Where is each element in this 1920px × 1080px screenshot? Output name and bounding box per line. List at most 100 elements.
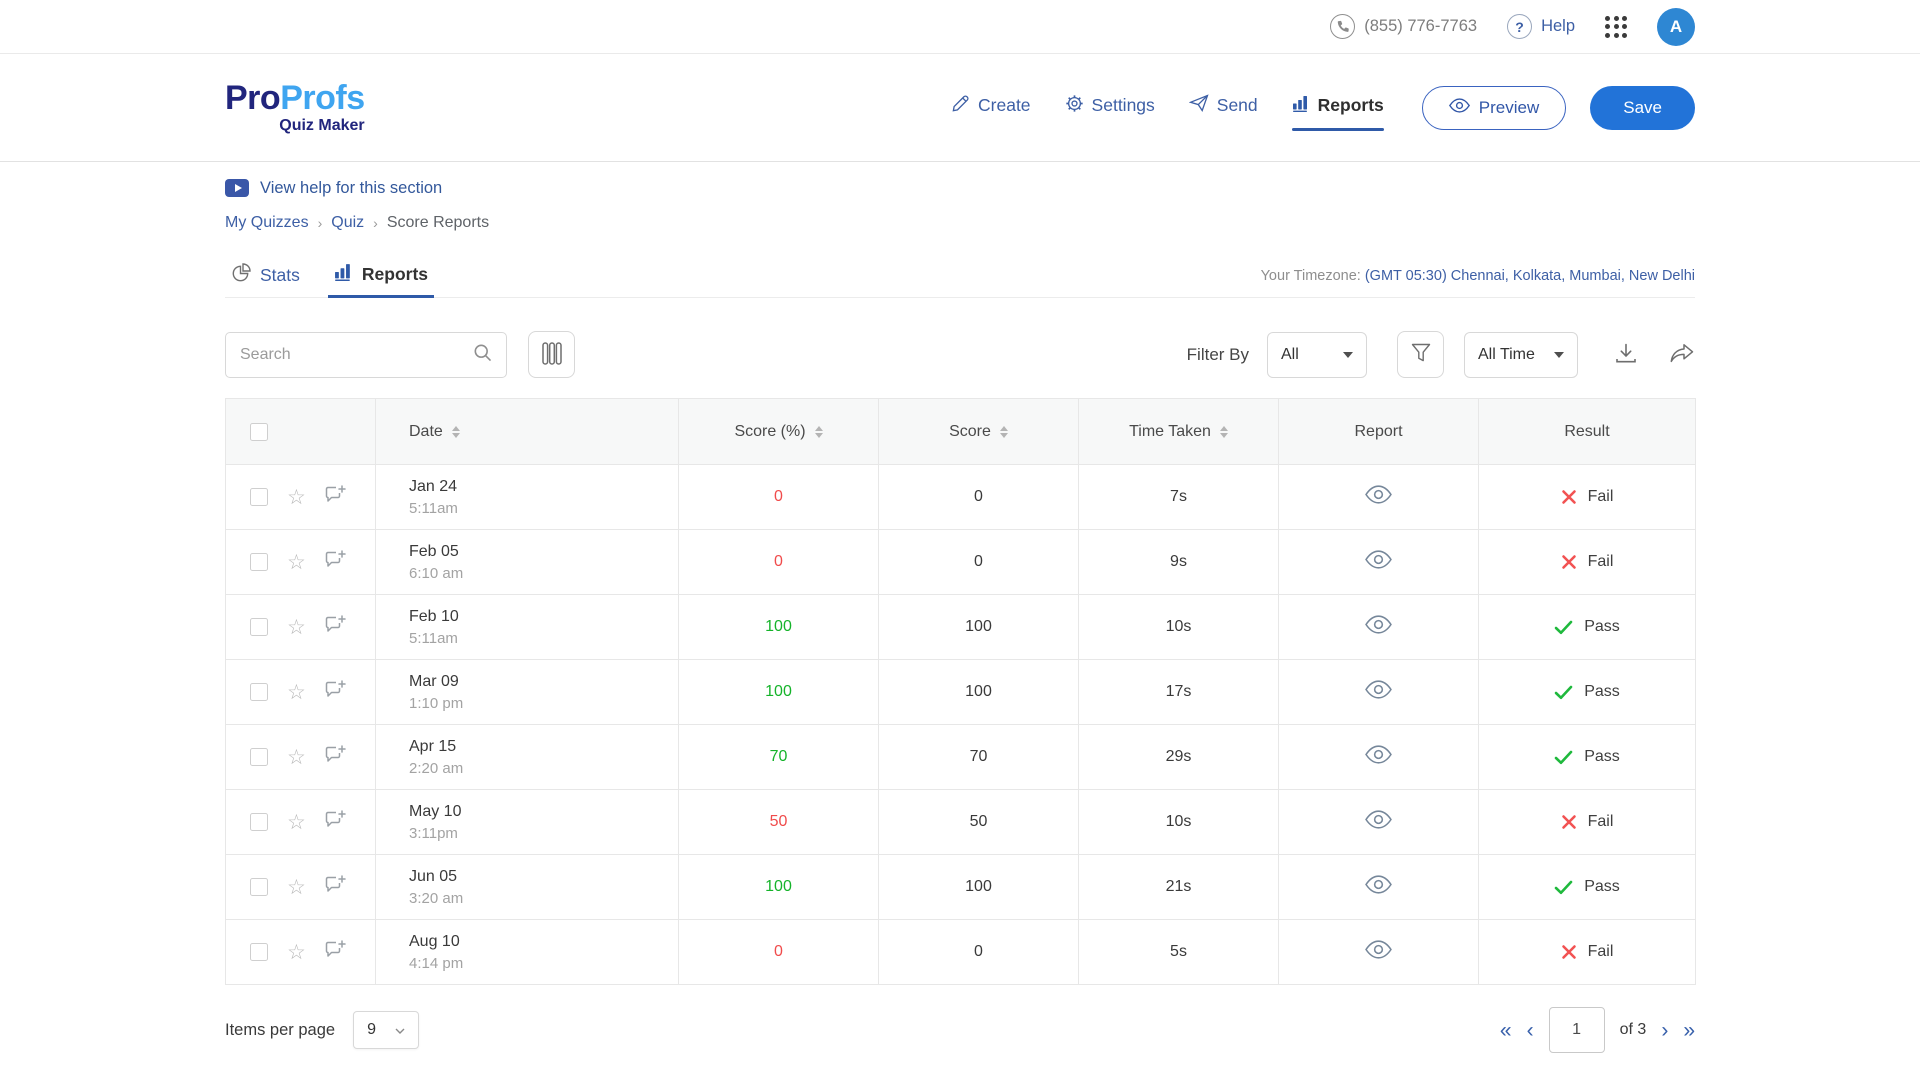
first-page-button[interactable]: «	[1500, 1020, 1512, 1041]
sort-icon[interactable]	[1220, 426, 1228, 438]
add-comment-icon[interactable]	[325, 485, 346, 509]
view-report-eye-icon[interactable]	[1365, 745, 1392, 764]
download-button[interactable]	[1614, 343, 1638, 367]
nav-reports[interactable]: Reports	[1292, 95, 1384, 121]
sort-icon[interactable]	[1000, 426, 1008, 438]
time-range-select[interactable]: All Time	[1464, 332, 1578, 378]
nav-send[interactable]: Send	[1189, 94, 1258, 121]
tab-reports[interactable]: Reports	[328, 254, 434, 298]
row-checkbox[interactable]	[250, 683, 268, 701]
sort-icon[interactable]	[815, 426, 823, 438]
row-time-taken: 21s	[1166, 878, 1192, 895]
column-header-score[interactable]: Score	[879, 399, 1079, 465]
help-banner[interactable]: View help for this section	[225, 178, 1695, 198]
view-report-eye-icon[interactable]	[1365, 940, 1392, 959]
sort-icon[interactable]	[452, 426, 460, 438]
column-header-time-taken[interactable]: Time Taken	[1079, 399, 1279, 465]
row-score-pct: 0	[774, 488, 783, 505]
filter-by-select[interactable]: All	[1267, 332, 1367, 378]
search-input[interactable]	[240, 346, 473, 364]
add-comment-icon[interactable]	[325, 550, 346, 574]
star-icon[interactable]: ☆	[287, 682, 306, 703]
row-checkbox[interactable]	[250, 748, 268, 766]
share-arrow-icon	[1669, 343, 1695, 367]
view-report-eye-icon[interactable]	[1365, 485, 1392, 504]
report-table-body: ☆ Jan 24 5:11am 0 0 7s	[226, 465, 1696, 985]
column-header-date[interactable]: Date	[376, 399, 679, 465]
add-comment-icon[interactable]	[325, 680, 346, 704]
filter-button[interactable]	[1397, 331, 1444, 378]
next-page-button[interactable]: ›	[1661, 1020, 1668, 1041]
apps-grid-icon[interactable]	[1605, 16, 1627, 38]
phone-link[interactable]: (855) 776-7763	[1330, 14, 1477, 39]
row-score: 100	[965, 683, 992, 700]
timezone-value[interactable]: (GMT 05:30) Chennai, Kolkata, Mumbai, Ne…	[1365, 268, 1695, 284]
prev-page-button[interactable]: ‹	[1527, 1020, 1534, 1041]
row-checkbox[interactable]	[250, 943, 268, 961]
save-button[interactable]: Save	[1590, 86, 1695, 130]
app-header: ProProfs Quiz Maker Create Settings	[0, 54, 1920, 162]
download-icon	[1614, 343, 1638, 367]
view-report-eye-icon[interactable]	[1365, 875, 1392, 894]
time-range-value: All Time	[1478, 346, 1535, 364]
row-result-label: Pass	[1584, 748, 1620, 766]
star-icon[interactable]: ☆	[287, 747, 306, 768]
row-time-taken: 17s	[1166, 683, 1192, 700]
manage-columns-button[interactable]	[528, 331, 575, 378]
search-icon[interactable]	[473, 343, 492, 367]
items-per-page-label: Items per page	[225, 1021, 335, 1040]
column-header-result: Result	[1479, 399, 1696, 465]
row-checkbox[interactable]	[250, 813, 268, 831]
breadcrumb-current: Score Reports	[387, 214, 489, 232]
last-page-button[interactable]: »	[1683, 1020, 1695, 1041]
preview-button[interactable]: Preview	[1422, 86, 1566, 130]
page-number-input[interactable]	[1549, 1007, 1605, 1053]
row-checkbox[interactable]	[250, 553, 268, 571]
row-checkbox[interactable]	[250, 878, 268, 896]
add-comment-icon[interactable]	[325, 810, 346, 834]
items-per-page-select[interactable]: 9	[353, 1011, 419, 1049]
star-icon[interactable]: ☆	[287, 552, 306, 573]
star-icon[interactable]: ☆	[287, 487, 306, 508]
proprofs-logo[interactable]: ProProfs Quiz Maker	[225, 81, 365, 134]
view-report-eye-icon[interactable]	[1365, 680, 1392, 699]
select-all-checkbox[interactable]	[250, 423, 268, 441]
star-icon[interactable]: ☆	[287, 812, 306, 833]
star-icon[interactable]: ☆	[287, 942, 306, 963]
star-icon[interactable]: ☆	[287, 877, 306, 898]
breadcrumb-my-quizzes[interactable]: My Quizzes	[225, 214, 309, 232]
total-pages: 3	[1637, 1021, 1646, 1038]
nav-create-label: Create	[978, 95, 1031, 116]
view-report-eye-icon[interactable]	[1365, 810, 1392, 829]
breadcrumb-quiz[interactable]: Quiz	[331, 214, 364, 232]
share-button[interactable]	[1669, 343, 1695, 367]
row-checkbox[interactable]	[250, 488, 268, 506]
row-score-pct: 100	[765, 878, 792, 895]
view-report-eye-icon[interactable]	[1365, 550, 1392, 569]
row-result-label: Fail	[1588, 553, 1614, 571]
row-checkbox[interactable]	[250, 618, 268, 636]
star-icon[interactable]: ☆	[287, 617, 306, 638]
row-result-label: Pass	[1584, 878, 1620, 896]
page-of-label: of	[1620, 1021, 1633, 1038]
table-row: ☆ Jun 05 3:20 am 100 100 21s	[226, 855, 1696, 920]
row-time: 5:11am	[409, 500, 678, 517]
help-link[interactable]: Help	[1507, 14, 1575, 39]
row-time-taken: 29s	[1166, 748, 1192, 765]
view-report-eye-icon[interactable]	[1365, 615, 1392, 634]
row-score-pct: 50	[770, 813, 788, 830]
pencil-icon	[951, 94, 970, 118]
nav-settings[interactable]: Settings	[1065, 94, 1155, 122]
row-date: Apr 15	[409, 738, 678, 756]
avatar[interactable]: A	[1657, 8, 1695, 46]
nav-settings-label: Settings	[1092, 95, 1155, 116]
add-comment-icon[interactable]	[325, 875, 346, 899]
add-comment-icon[interactable]	[325, 940, 346, 964]
row-time: 2:20 am	[409, 760, 678, 777]
tab-stats[interactable]: Stats	[225, 254, 306, 297]
column-label: Score	[949, 423, 991, 441]
add-comment-icon[interactable]	[325, 615, 346, 639]
add-comment-icon[interactable]	[325, 745, 346, 769]
column-header-score-pct[interactable]: Score (%)	[679, 399, 879, 465]
nav-create[interactable]: Create	[951, 94, 1031, 122]
